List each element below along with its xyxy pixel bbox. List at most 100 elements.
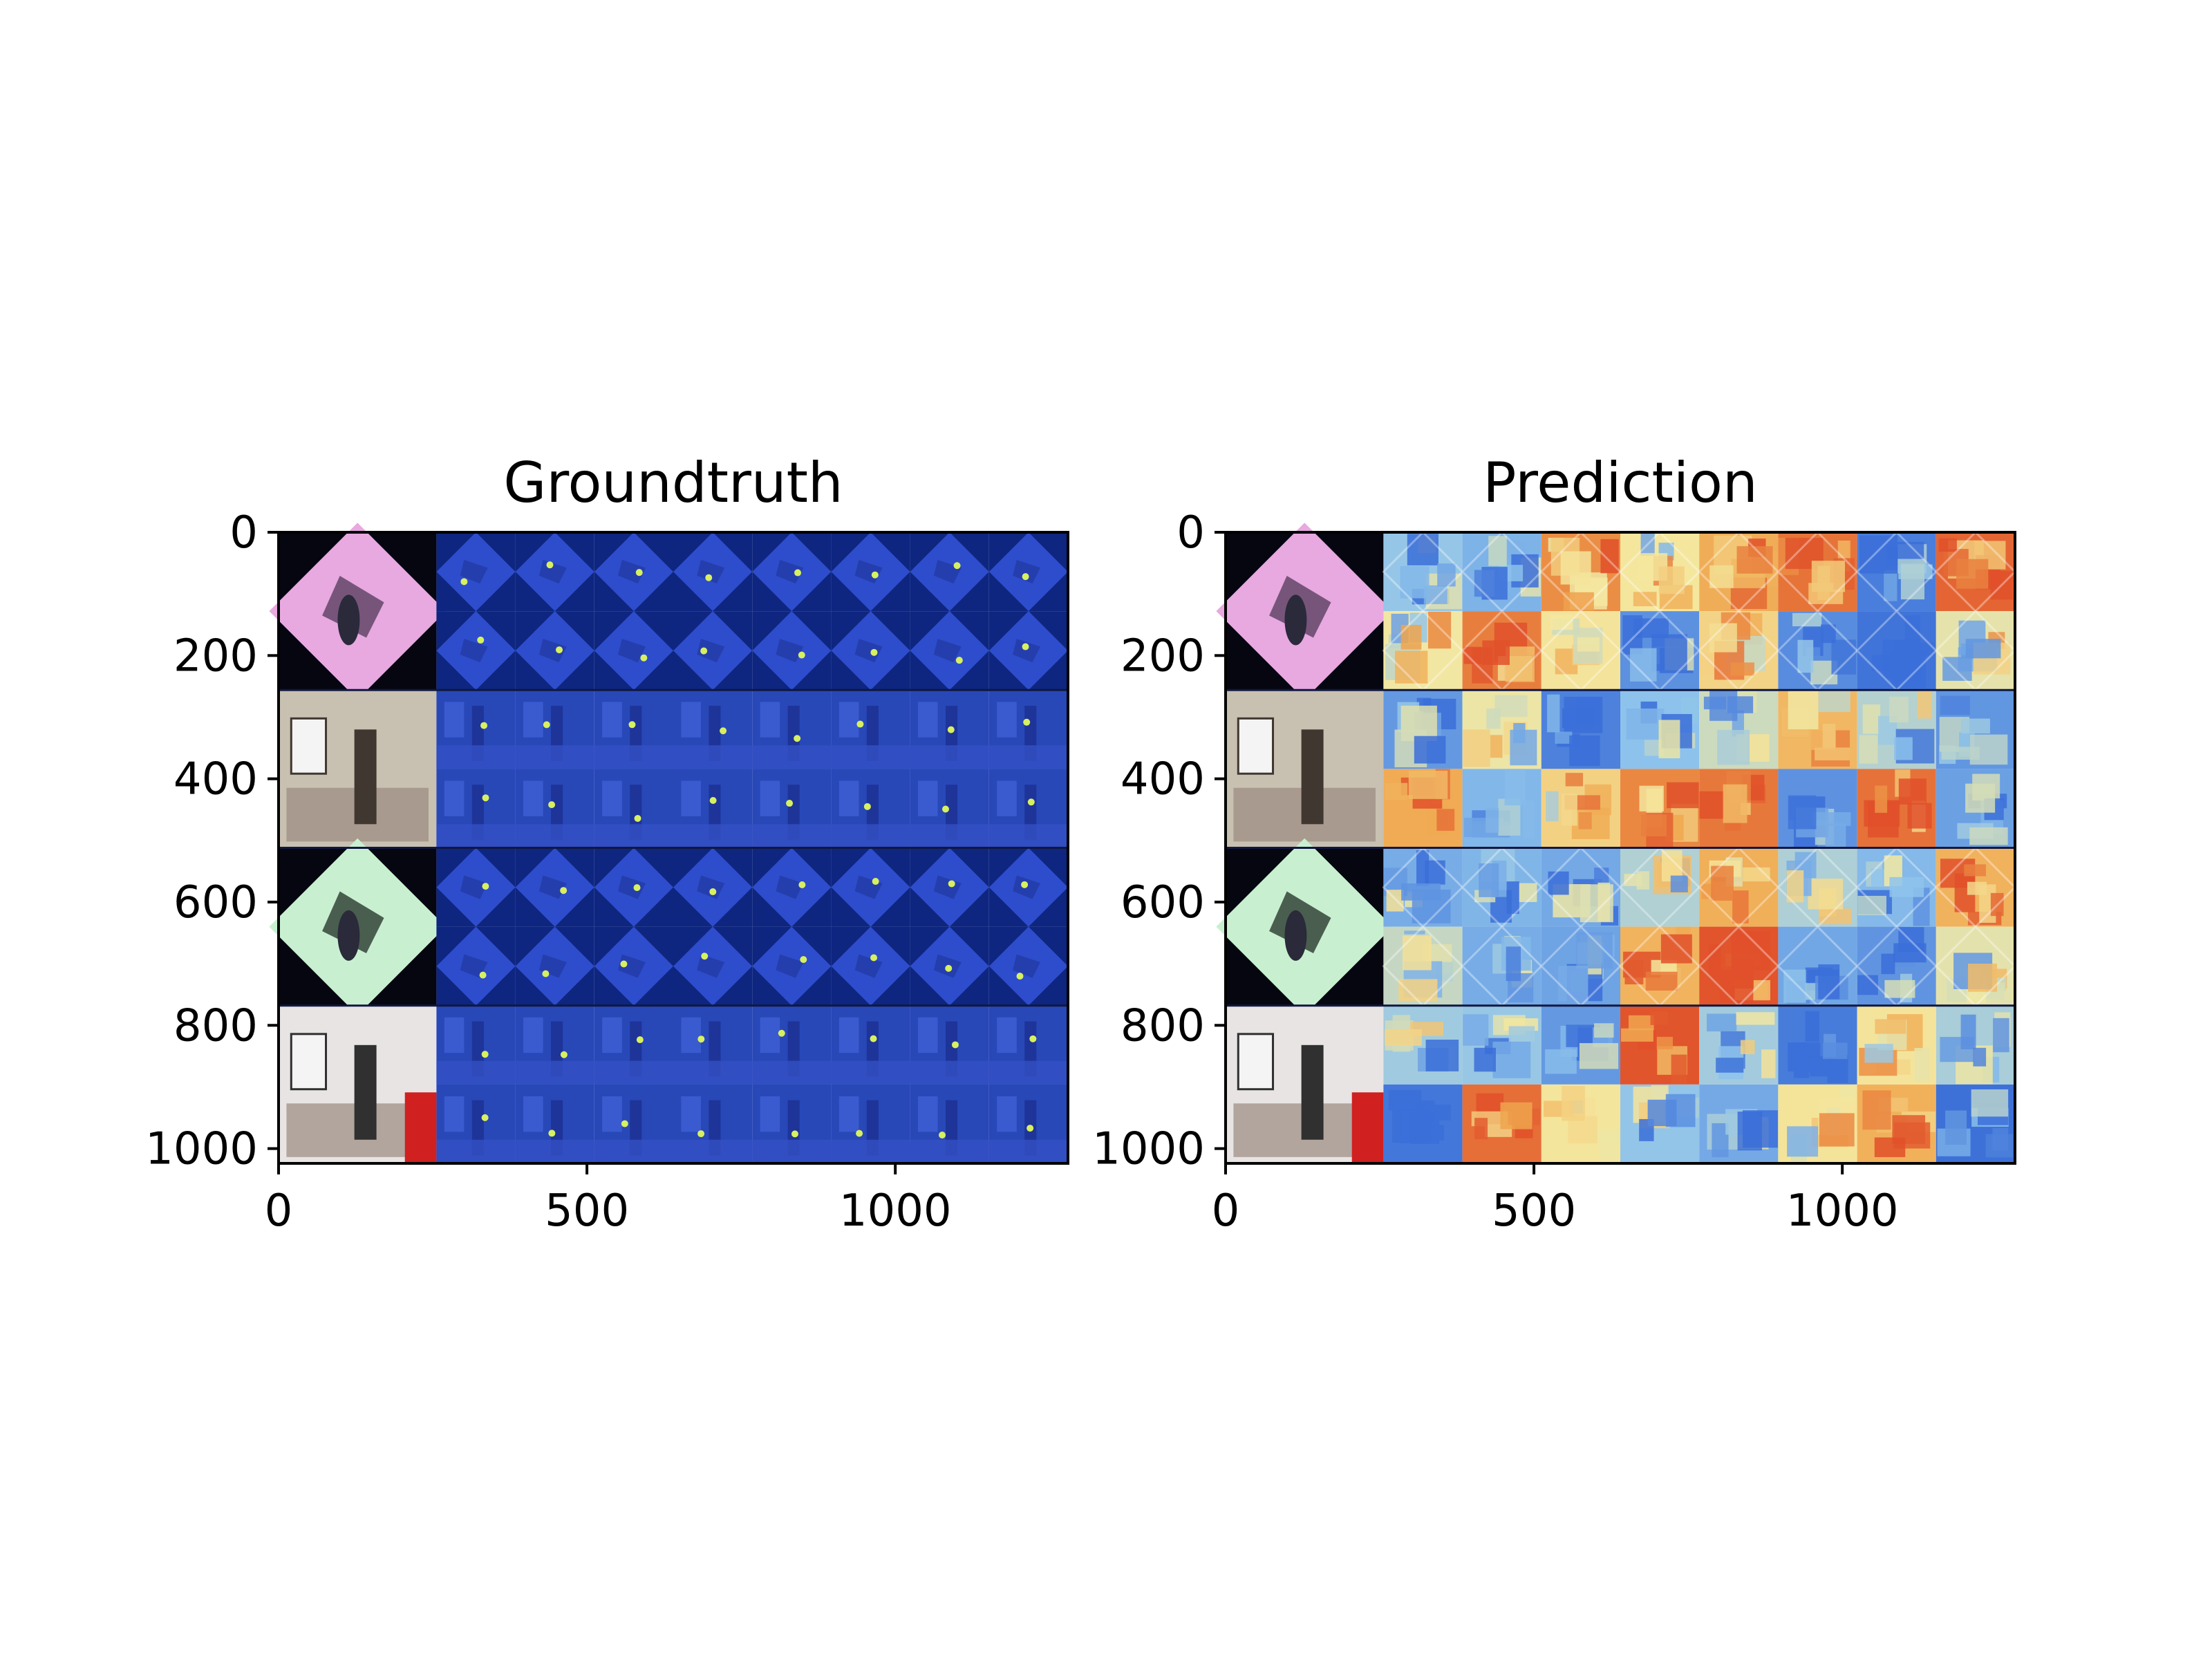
tile-floor [673,824,752,847]
heat-blob [1805,1011,1819,1042]
keypoint-marker [700,648,707,655]
person-figure [1284,594,1306,645]
keypoint-marker [856,721,863,728]
keypoint-marker [945,965,952,972]
keypoint-marker [482,1051,489,1058]
tile-window [918,702,938,737]
heatmap-tile [910,611,989,690]
tile-floor [436,745,515,769]
keypoint-marker [872,878,879,885]
heatmap-tile [1778,690,1857,769]
heat-blob [1827,1055,1848,1083]
heatmap-tile [910,769,989,847]
heatmap-tile [831,532,910,611]
heatmap-tile [831,848,910,927]
heat-blob [1561,552,1591,585]
heat-blob [1437,563,1456,586]
heatmap-tile [673,611,752,690]
heatmap-tile [1463,1085,1541,1163]
heat-blob [1463,1014,1488,1045]
heatmap-tile [1778,532,1857,611]
keypoint-marker [546,561,553,568]
tile-window [839,1018,859,1053]
heatmap-tile [594,848,673,927]
keypoint-marker [710,797,717,804]
heatmap-tile [594,927,673,1006]
groundtruth-title: Groundtruth [503,451,843,515]
heat-blob [1510,730,1537,765]
heatmap-tile [673,1085,752,1163]
tile-floor [831,824,910,847]
scene-window [1238,718,1273,774]
heatmap-tile [594,690,673,769]
tile-window [681,1096,701,1132]
keypoint-marker [856,1130,863,1137]
keypoint-marker [542,971,549,977]
tile-floor [594,824,673,847]
heat-blob [1428,612,1451,648]
heatmap-tile [1699,611,1778,690]
heat-blob [1699,791,1724,819]
heatmap-tile [1620,1085,1699,1163]
heatmap-tile [1383,769,1462,847]
tile-window [997,702,1017,737]
tile-floor [752,824,831,847]
groundtruth-image [269,523,1068,1163]
tile-floor [673,1140,752,1163]
keypoint-marker [798,652,805,659]
heat-blob [1519,883,1537,902]
heat-blob [1939,538,1957,552]
heat-blob [1562,1086,1585,1121]
heatmap-tile [594,532,673,611]
heat-blob [1787,1126,1818,1156]
heatmap-tile [910,532,989,611]
heat-blob [1659,720,1680,758]
tile-window [681,780,701,816]
heat-blob [1401,625,1422,649]
heatmap-tile [1699,532,1778,611]
tile-floor [673,745,752,769]
keypoint-marker [794,735,800,742]
tile-floor [594,745,673,769]
heat-blob [1500,1103,1532,1130]
heatmap-tile [1699,1006,1778,1085]
keypoint-marker [1022,573,1029,580]
keypoint-marker [560,887,567,894]
keypoint-marker [480,722,487,729]
y-tick-label: 200 [1121,630,1205,682]
y-tick-label: 1000 [145,1124,258,1175]
tile-floor [989,1061,1068,1085]
keypoint-marker [636,569,643,576]
heat-blob [1899,778,1927,805]
heat-blob [1548,872,1569,895]
heat-blob [1788,796,1817,830]
scene-window [291,718,326,774]
heatmap-tile [1620,690,1699,769]
heatmap-tile [752,769,831,847]
heat-blob [1482,640,1510,664]
keypoint-marker [709,888,716,895]
heatmap-tile [1699,1085,1778,1163]
heatmap-tile [673,532,752,611]
tile-window [839,780,859,816]
heat-blob [1875,1019,1906,1033]
heat-blob [1580,1043,1618,1069]
heatmap-tile [989,848,1068,927]
heatmap-tile [673,927,752,1006]
heat-blob [1506,946,1521,981]
heat-blob [1964,864,1986,876]
heatmap-tile [1383,611,1462,690]
heatmap-tile [673,1006,752,1085]
heat-blob [1562,709,1593,728]
y-tick-label: 1000 [1092,1124,1205,1175]
x-tick-label: 0 [1212,1185,1240,1237]
tile-window [444,702,465,737]
tile-floor [594,1140,673,1163]
heatmap-tile [1857,1006,1936,1085]
heat-blob [1709,691,1737,721]
keypoint-marker [477,637,484,644]
tile-floor [989,1140,1068,1163]
x-tick-label: 500 [545,1185,629,1237]
